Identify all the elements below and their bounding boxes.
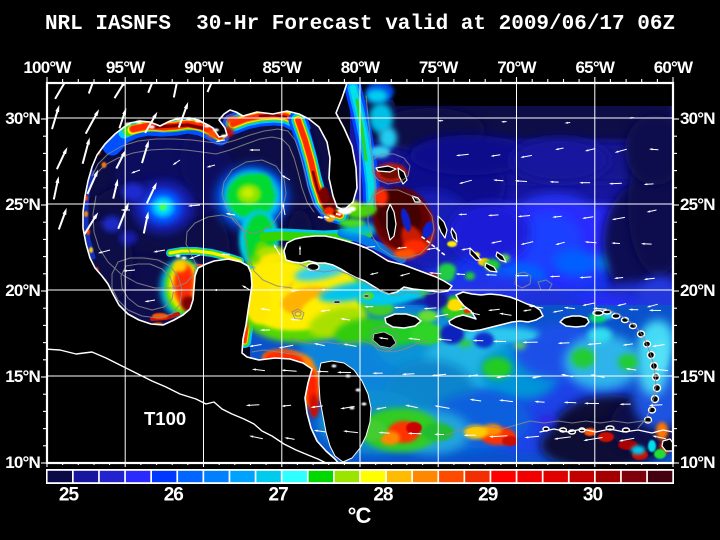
svg-text:25°N: 25°N [680, 195, 715, 214]
svg-text:NRL IASNFS 30-Hr Forecast val: NRL IASNFS 30-Hr Forecast valid at 2009/… [45, 13, 675, 36]
svg-text:85°W: 85°W [263, 58, 303, 77]
svg-text:26: 26 [164, 485, 184, 506]
svg-text:20°N: 20°N [680, 281, 715, 300]
svg-text:28: 28 [373, 485, 393, 506]
svg-text:95°W: 95°W [106, 58, 146, 77]
svg-text:90°W: 90°W [184, 58, 224, 77]
svg-text:70°W: 70°W [497, 58, 537, 77]
svg-text:25°N: 25°N [5, 195, 40, 214]
svg-text:10°N: 10°N [5, 453, 40, 472]
svg-text:15°N: 15°N [5, 367, 40, 386]
svg-text:65°W: 65°W [576, 58, 616, 77]
svg-text:15°N: 15°N [680, 367, 715, 386]
svg-text:75°W: 75°W [419, 58, 459, 77]
svg-text:60°W: 60°W [654, 58, 694, 77]
svg-text:30°N: 30°N [680, 109, 715, 128]
svg-text:30: 30 [583, 485, 603, 506]
svg-text:29: 29 [478, 485, 498, 506]
svg-text:20°N: 20°N [5, 281, 40, 300]
svg-text:25: 25 [59, 485, 80, 506]
svg-text:27: 27 [269, 485, 289, 506]
svg-text:30°N: 30°N [5, 109, 40, 128]
svg-text:°C: °C [348, 503, 372, 528]
svg-text:100°W: 100°W [23, 58, 72, 77]
svg-text:10°N: 10°N [680, 453, 715, 472]
svg-text:T100: T100 [144, 408, 186, 429]
svg-text:80°W: 80°W [341, 58, 381, 77]
